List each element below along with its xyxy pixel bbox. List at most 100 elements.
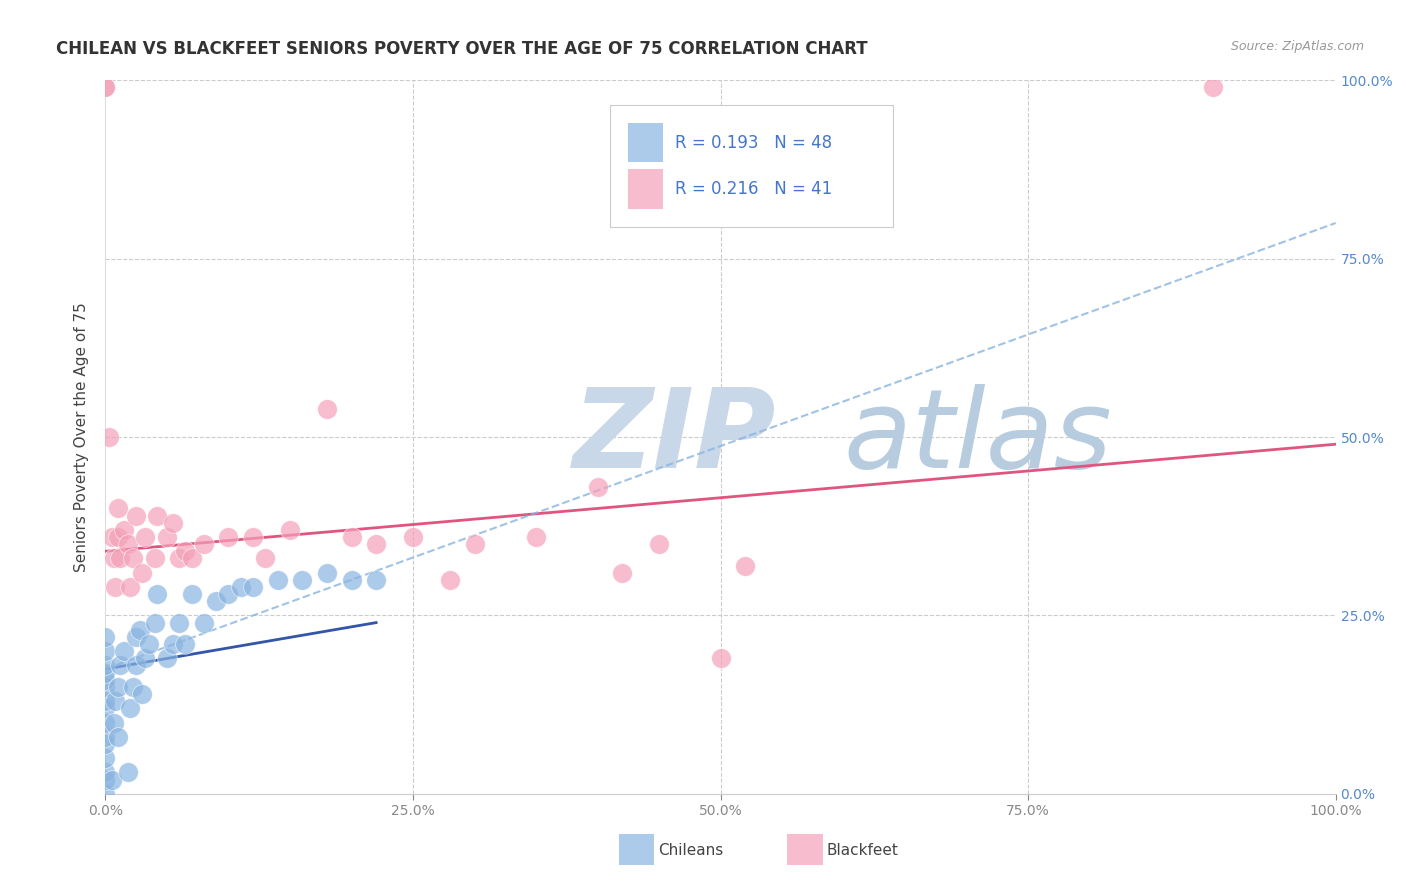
Point [174,637,197,651]
Point [586,480,609,494]
Point [205,594,228,608]
Point [439,573,461,587]
Text: R = 0.216   N = 41: R = 0.216 N = 41 [675,180,832,198]
Point [315,401,337,416]
Point [107,530,129,544]
Text: Chileans: Chileans [658,843,723,857]
Point [117,765,139,780]
Point [94,751,117,765]
Point [98,430,121,444]
Point [121,551,143,566]
Point [94,765,117,780]
Point [340,573,363,587]
Point [218,587,240,601]
Point [340,530,363,544]
Point [156,530,179,544]
Point [169,615,191,630]
Point [180,587,202,601]
Point [125,630,148,644]
Point [112,644,135,658]
Point [193,537,215,551]
Point [121,680,143,694]
Point [169,551,191,566]
Point [524,530,547,544]
Point [315,566,337,580]
Point [180,551,202,566]
Text: Source: ZipAtlas.com: Source: ZipAtlas.com [1230,40,1364,54]
Point [402,530,425,544]
Point [278,523,301,537]
Point [94,644,117,658]
Point [229,580,252,594]
Point [146,587,169,601]
Point [218,530,240,544]
Point [117,537,139,551]
Point [104,580,127,594]
Y-axis label: Seniors Poverty Over the Age of 75: Seniors Poverty Over the Age of 75 [75,302,90,572]
Point [143,615,166,630]
Point [143,551,166,566]
Point [94,630,117,644]
Point [267,573,290,587]
Text: CHILEAN VS BLACKFEET SENIORS POVERTY OVER THE AGE OF 75 CORRELATION CHART: CHILEAN VS BLACKFEET SENIORS POVERTY OVE… [56,40,868,58]
Text: R = 0.193   N = 48: R = 0.193 N = 48 [675,134,832,152]
Point [94,694,117,708]
Point [125,658,148,673]
Point [134,651,156,665]
Point [125,508,148,523]
Point [464,537,486,551]
Point [174,544,197,558]
Point [94,673,117,687]
Point [100,530,122,544]
Point [162,637,184,651]
Point [94,772,117,787]
Point [1202,80,1225,95]
Point [104,694,127,708]
Point [254,551,277,566]
Text: atlas: atlas [844,384,1112,491]
Point [103,715,125,730]
Point [242,580,264,594]
Point [193,615,215,630]
Point [131,566,153,580]
Point [94,680,117,694]
Point [129,623,152,637]
Point [162,516,184,530]
Text: Blackfeet: Blackfeet [827,843,898,857]
Point [120,580,141,594]
Point [100,772,122,787]
Point [146,508,169,523]
Point [242,530,264,544]
Point [648,537,671,551]
Point [734,558,756,573]
Point [94,730,117,744]
Point [94,658,117,673]
Point [110,551,132,566]
Point [94,715,117,730]
Point [366,537,388,551]
Point [94,80,117,95]
Point [610,566,633,580]
Point [138,637,160,651]
Point [94,665,117,680]
Point [366,573,388,587]
Point [94,80,117,95]
Point [110,658,132,673]
Point [156,651,179,665]
Text: ZIP: ZIP [574,384,776,491]
Point [131,687,153,701]
Point [103,551,125,566]
Point [107,730,129,744]
Point [107,501,129,516]
Point [94,737,117,751]
Point [94,701,117,715]
Point [107,680,129,694]
Point [120,701,141,715]
Point [112,523,135,537]
FancyBboxPatch shape [610,105,893,227]
Point [94,787,117,801]
Bar [628,169,662,209]
Point [291,573,314,587]
Bar [628,123,662,162]
Point [134,530,156,544]
